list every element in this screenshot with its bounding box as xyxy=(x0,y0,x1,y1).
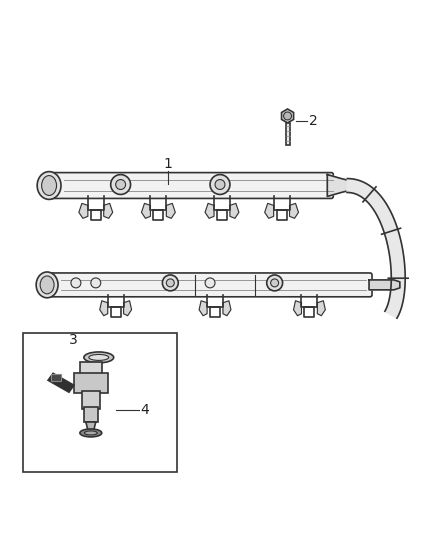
Polygon shape xyxy=(86,422,96,430)
Polygon shape xyxy=(369,280,400,290)
Bar xyxy=(82,391,100,409)
Polygon shape xyxy=(48,373,74,392)
Polygon shape xyxy=(199,301,207,316)
Polygon shape xyxy=(100,301,108,316)
Polygon shape xyxy=(293,301,301,316)
Polygon shape xyxy=(124,301,131,316)
Circle shape xyxy=(71,278,81,288)
Text: 1: 1 xyxy=(164,157,173,171)
Circle shape xyxy=(267,275,283,291)
Polygon shape xyxy=(79,204,88,219)
Polygon shape xyxy=(282,109,293,123)
Ellipse shape xyxy=(89,354,109,360)
Ellipse shape xyxy=(80,429,102,437)
Bar xyxy=(23,333,177,472)
Bar xyxy=(51,374,61,381)
Ellipse shape xyxy=(85,431,97,435)
Polygon shape xyxy=(318,301,325,316)
Polygon shape xyxy=(205,204,214,219)
Text: 2: 2 xyxy=(309,114,318,128)
Circle shape xyxy=(111,175,131,195)
Polygon shape xyxy=(141,204,150,219)
Circle shape xyxy=(91,278,101,288)
Polygon shape xyxy=(230,204,239,219)
Circle shape xyxy=(162,275,178,291)
Polygon shape xyxy=(347,179,405,318)
Ellipse shape xyxy=(40,276,54,294)
Polygon shape xyxy=(290,204,298,219)
FancyBboxPatch shape xyxy=(45,273,372,297)
Polygon shape xyxy=(104,204,113,219)
Text: 4: 4 xyxy=(141,403,149,417)
Circle shape xyxy=(210,175,230,195)
Polygon shape xyxy=(327,175,349,197)
Polygon shape xyxy=(166,204,175,219)
Ellipse shape xyxy=(42,175,57,196)
Ellipse shape xyxy=(37,172,61,199)
Bar xyxy=(80,362,102,375)
Circle shape xyxy=(215,180,225,190)
Bar xyxy=(84,407,98,422)
Ellipse shape xyxy=(84,352,114,363)
Bar xyxy=(74,373,108,393)
Text: 3: 3 xyxy=(69,333,78,346)
Circle shape xyxy=(271,279,279,287)
Polygon shape xyxy=(223,301,231,316)
Circle shape xyxy=(283,112,292,120)
Ellipse shape xyxy=(36,272,58,298)
Circle shape xyxy=(205,278,215,288)
Polygon shape xyxy=(265,204,274,219)
Bar xyxy=(286,123,290,145)
FancyBboxPatch shape xyxy=(47,173,333,198)
Circle shape xyxy=(116,180,126,190)
Circle shape xyxy=(166,279,174,287)
